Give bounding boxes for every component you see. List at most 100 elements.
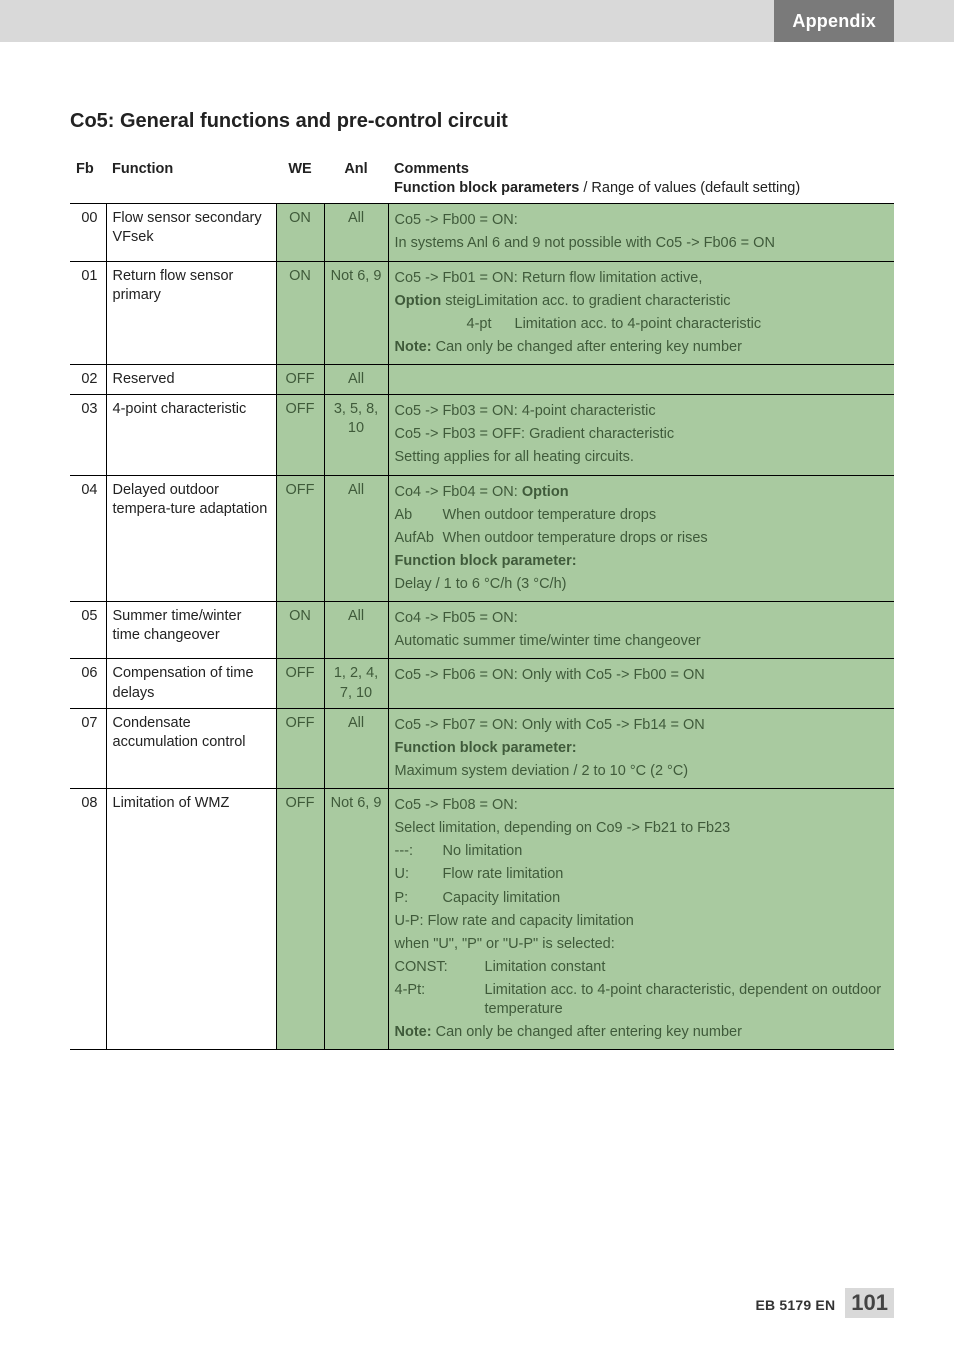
cell-fb: 01 — [70, 261, 106, 365]
comment-text: Setting applies for all heating circuits… — [395, 449, 634, 465]
comment-list-item: AufAbWhen outdoor temperature drops or r… — [395, 527, 889, 550]
cell-comments: Co5 -> Fb08 = ON:Select limitation, depe… — [388, 789, 894, 1050]
cell-function: Return flow sensor primary — [106, 261, 276, 365]
comment-text: Co4 -> Fb04 = ON: — [395, 484, 522, 500]
cell-fb: 05 — [70, 602, 106, 659]
comment-text: Option — [522, 484, 569, 500]
comment-list-item: P:Capacity limitation — [395, 887, 889, 910]
comment-line: Co5 -> Fb03 = ON: 4-point characteristic — [395, 400, 889, 423]
cell-comments — [388, 365, 894, 395]
cell-function: Delayed outdoor tempera-ture adaptation — [106, 475, 276, 602]
table-row: 02ReservedOFFAll — [70, 365, 894, 395]
comment-line: Maximum system deviation / 2 to 10 °C (2… — [395, 760, 889, 783]
footer-page-number: 101 — [845, 1288, 894, 1318]
cell-we: OFF — [276, 365, 324, 395]
comment-text: Co5 -> Fb07 = ON: Only with Co5 -> Fb14 … — [395, 717, 705, 733]
table-row: 05Summer time/winter time changeoverONAl… — [70, 602, 894, 659]
cell-we: OFF — [276, 708, 324, 788]
comment-line: Co5 -> Fb01 = ON: Return flow limitation… — [395, 267, 889, 290]
comment-line: Note: Can only be changed after entering… — [395, 336, 889, 359]
comment-line: U-P: Flow rate and capacity limitation — [395, 910, 889, 933]
comment-text: when "U", "P" or "U-P" is selected: — [395, 936, 615, 952]
comment-line: Automatic summer time/winter time change… — [395, 630, 889, 653]
col-header-fb: Fb — [70, 155, 106, 204]
comment-text: Can only be changed after entering key n… — [432, 1024, 742, 1040]
cell-function: 4-point characteristic — [106, 395, 276, 475]
table-row: 07Condensate accumulation controlOFFAll C… — [70, 708, 894, 788]
comment-text: Co5 -> Fb06 = ON: Only with Co5 -> Fb00 … — [395, 667, 705, 683]
header-tab-bar: Appendix — [0, 0, 954, 42]
cell-anl: All — [324, 365, 388, 395]
table-row: 06Compensation of time delaysOFF1, 2, 4,… — [70, 659, 894, 708]
table-row: 034-point characteristicOFF3, 5, 8, 10Co… — [70, 395, 894, 475]
comment-text: U-P: Flow rate and capacity limitation — [395, 913, 634, 929]
cell-comments: Co5 -> Fb07 = ON: Only with Co5 -> Fb14 … — [388, 708, 894, 788]
cell-function: Condensate accumulation control — [106, 708, 276, 788]
cell-we: ON — [276, 261, 324, 365]
cell-comments: Co4 -> Fb05 = ON: Automatic summer time/w… — [388, 602, 894, 659]
cell-we: OFF — [276, 475, 324, 602]
cell-function: Flow sensor secondary VFsek — [106, 204, 276, 261]
comment-text: Co5 -> Fb00 = ON: — [395, 212, 518, 228]
cell-function: Compensation of time delays — [106, 659, 276, 708]
comment-text: Function block parameter: — [395, 740, 577, 756]
comment-text: Maximum system deviation / 2 to 10 °C (2… — [395, 763, 689, 779]
cell-function: Summer time/winter time changeover — [106, 602, 276, 659]
comment-list-item: AbWhen outdoor temperature drops — [395, 504, 889, 527]
comment-line: Co5 -> Fb03 = OFF: Gradient characterist… — [395, 423, 889, 446]
comment-line: Select limitation, depending on Co9 -> F… — [395, 817, 889, 840]
table-row: 00Flow sensor secondary VFsekONAllCo5 ->… — [70, 204, 894, 261]
comment-line: Setting applies for all heating circuits… — [395, 446, 889, 469]
comment-line: In systems Anl 6 and 9 not possible with… — [395, 232, 889, 255]
cell-fb: 03 — [70, 395, 106, 475]
comment-line: Co5 -> Fb06 = ON: Only with Co5 -> Fb00 … — [395, 664, 889, 687]
comment-line: Delay / 1 to 6 °C/h (3 °C/h) — [395, 573, 889, 596]
comment-line: when "U", "P" or "U-P" is selected: — [395, 933, 889, 956]
comment-line: Function block parameter: — [395, 737, 889, 760]
cell-function: Limitation of WMZ — [106, 789, 276, 1050]
table-body: 00Flow sensor secondary VFsekONAllCo5 ->… — [70, 204, 894, 1050]
comment-text: Select limitation, depending on Co9 -> F… — [395, 820, 731, 836]
section-title: Co5: General functions and pre-control c… — [70, 110, 894, 133]
cell-fb: 07 — [70, 708, 106, 788]
comment-text: Co5 -> Fb03 = ON: 4-point characteristic — [395, 403, 656, 419]
comment-list-item: 4-Pt:Limitation acc. to 4-point characte… — [395, 979, 889, 1021]
comment-list-item: ---:No limitation — [395, 840, 889, 863]
cell-anl: 3, 5, 8, 10 — [324, 395, 388, 475]
cell-anl: Not 6, 9 — [324, 789, 388, 1050]
comment-line: Co5 -> Fb07 = ON: Only with Co5 -> Fb14 … — [395, 714, 889, 737]
cell-comments: Co5 -> Fb00 = ON: In systems Anl 6 and 9 … — [388, 204, 894, 261]
comment-line: Co4 -> Fb04 = ON: Option — [395, 481, 889, 504]
cell-anl: All — [324, 602, 388, 659]
comment-text: Automatic summer time/winter time change… — [395, 633, 701, 649]
cell-we: ON — [276, 602, 324, 659]
cell-comments: Co5 -> Fb01 = ON: Return flow limitation… — [388, 261, 894, 365]
comments-header-line1: Comments — [394, 160, 888, 179]
comment-text: Co5 -> Fb03 = OFF: Gradient characterist… — [395, 426, 675, 442]
header-tab: Appendix — [774, 0, 894, 42]
function-table: Fb Function WE Anl Comments Function blo… — [70, 155, 894, 1050]
comment-list-item: CONST:Limitation constant — [395, 956, 889, 979]
comment-text: Note: — [395, 1024, 432, 1040]
col-header-we: WE — [276, 155, 324, 204]
cell-fb: 04 — [70, 475, 106, 602]
comment-list-item: U:Flow rate limitation — [395, 863, 889, 886]
page: Appendix Co5: General functions and pre-… — [0, 0, 954, 1352]
cell-anl: 1, 2, 4, 7, 10 — [324, 659, 388, 708]
table-row: 08Limitation of WMZOFFNot 6, 9Co5 -> Fb0… — [70, 789, 894, 1050]
comment-text: Co4 -> Fb05 = ON: — [395, 610, 518, 626]
cell-anl: All — [324, 708, 388, 788]
comment-text: In systems Anl 6 and 9 not possible with… — [395, 235, 775, 251]
header-tab-label: Appendix — [792, 11, 876, 32]
table-head: Fb Function WE Anl Comments Function blo… — [70, 155, 894, 204]
comment-line: Note: Can only be changed after entering… — [395, 1021, 889, 1044]
comment-line: Co4 -> Fb05 = ON: — [395, 607, 889, 630]
comment-text: Delay / 1 to 6 °C/h (3 °C/h) — [395, 576, 567, 592]
cell-comments: Co4 -> Fb04 = ON: OptionAbWhen outdoor t… — [388, 475, 894, 602]
cell-fb: 08 — [70, 789, 106, 1050]
comments-header-bold: Function block parameters — [394, 180, 579, 196]
table-row: 04Delayed outdoor tempera-ture adaptatio… — [70, 475, 894, 602]
cell-fb: 02 — [70, 365, 106, 395]
cell-anl: All — [324, 475, 388, 602]
cell-function: Reserved — [106, 365, 276, 395]
